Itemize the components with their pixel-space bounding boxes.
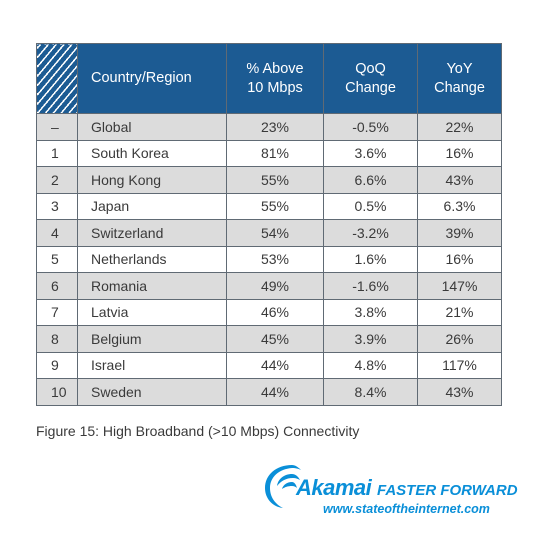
table-body: – Global 23% -0.5% 22% 1 South Korea 81% 3.6% 16%… xyxy=(36,113,502,406)
country-cell: Sweden xyxy=(77,378,227,406)
above-10mbps-cell: 44% xyxy=(226,378,324,406)
country-cell: Japan xyxy=(77,192,227,220)
country-cell: Switzerland xyxy=(77,219,227,247)
rank-cell: – xyxy=(36,113,78,141)
country-cell: Romania xyxy=(77,272,227,300)
header-above-line2: 10 Mbps xyxy=(247,79,303,96)
country-cell: South Korea xyxy=(77,139,227,167)
connectivity-table: Country/Region % Above 10 Mbps QoQ Chang… xyxy=(36,43,502,406)
rank-cell: 1 xyxy=(36,139,78,167)
qoq-change-cell: -1.6% xyxy=(323,272,418,300)
country-cell: Netherlands xyxy=(77,245,227,273)
yoy-change-cell: 43% xyxy=(417,166,502,194)
header-country-label: Country/Region xyxy=(91,70,192,86)
yoy-change-cell: 39% xyxy=(417,219,502,247)
above-10mbps-cell: 49% xyxy=(226,272,324,300)
table-row: 9 Israel 44% 4.8% 117% xyxy=(36,351,502,379)
above-10mbps-cell: 45% xyxy=(226,325,324,353)
table-row: 8 Belgium 45% 3.9% 26% xyxy=(36,325,502,353)
qoq-change-cell: 6.6% xyxy=(323,166,418,194)
figure-caption: Figure 15: High Broadband (>10 Mbps) Con… xyxy=(36,423,360,439)
country-cell: Belgium xyxy=(77,325,227,353)
qoq-change-cell: 8.4% xyxy=(323,378,418,406)
country-cell: Latvia xyxy=(77,298,227,326)
table-row: 3 Japan 55% 0.5% 6.3% xyxy=(36,192,502,220)
header-yoy-change: YoY Change xyxy=(417,43,502,114)
brand-url[interactable]: www.stateoftheinternet.com xyxy=(323,502,490,516)
qoq-change-cell: 1.6% xyxy=(323,245,418,273)
rank-cell: 6 xyxy=(36,272,78,300)
above-10mbps-cell: 53% xyxy=(226,245,324,273)
header-qoq-line1: QoQ xyxy=(355,60,386,77)
qoq-change-cell: -3.2% xyxy=(323,219,418,247)
table-header-row: Country/Region % Above 10 Mbps QoQ Chang… xyxy=(36,43,502,114)
country-cell: Global xyxy=(77,113,227,141)
qoq-change-cell: 4.8% xyxy=(323,351,418,379)
header-yoy-line1: YoY xyxy=(446,60,473,77)
rank-cell: 9 xyxy=(36,351,78,379)
qoq-change-cell: -0.5% xyxy=(323,113,418,141)
rank-cell: 5 xyxy=(36,245,78,273)
yoy-change-cell: 22% xyxy=(417,113,502,141)
above-10mbps-cell: 55% xyxy=(226,192,324,220)
above-10mbps-cell: 44% xyxy=(226,351,324,379)
yoy-change-cell: 117% xyxy=(417,351,502,379)
above-10mbps-cell: 81% xyxy=(226,139,324,167)
rank-cell: 2 xyxy=(36,166,78,194)
rank-cell: 10 xyxy=(36,378,78,406)
table-row: 2 Hong Kong 55% 6.6% 43% xyxy=(36,166,502,194)
yoy-change-cell: 6.3% xyxy=(417,192,502,220)
table-row: 7 Latvia 46% 3.8% 21% xyxy=(36,298,502,326)
header-hatch-cell xyxy=(36,43,78,114)
rank-cell: 4 xyxy=(36,219,78,247)
yoy-change-cell: 43% xyxy=(417,378,502,406)
above-10mbps-cell: 55% xyxy=(226,166,324,194)
yoy-change-cell: 147% xyxy=(417,272,502,300)
table-row: 6 Romania 49% -1.6% 147% xyxy=(36,272,502,300)
table-row: 1 South Korea 81% 3.6% 16% xyxy=(36,139,502,167)
country-cell: Israel xyxy=(77,351,227,379)
rank-cell: 8 xyxy=(36,325,78,353)
table-row: 4 Switzerland 54% -3.2% 39% xyxy=(36,219,502,247)
header-qoq-change: QoQ Change xyxy=(323,43,418,114)
qoq-change-cell: 3.8% xyxy=(323,298,418,326)
brand-name: Akamai xyxy=(296,475,372,500)
qoq-change-cell: 0.5% xyxy=(323,192,418,220)
header-qoq-line2: Change xyxy=(345,79,396,96)
table-row: 5 Netherlands 53% 1.6% 16% xyxy=(36,245,502,273)
yoy-change-cell: 26% xyxy=(417,325,502,353)
akamai-logo-icon xyxy=(265,465,301,508)
yoy-change-cell: 16% xyxy=(417,139,502,167)
rank-cell: 3 xyxy=(36,192,78,220)
above-10mbps-cell: 46% xyxy=(226,298,324,326)
header-yoy-line2: Change xyxy=(434,79,485,96)
above-10mbps-cell: 23% xyxy=(226,113,324,141)
country-cell: Hong Kong xyxy=(77,166,227,194)
header-above-10mbps: % Above 10 Mbps xyxy=(226,43,324,114)
qoq-change-cell: 3.6% xyxy=(323,139,418,167)
rank-cell: 7 xyxy=(36,298,78,326)
header-above-line1: % Above xyxy=(246,60,304,77)
table-row: 10 Sweden 44% 8.4% 43% xyxy=(36,378,502,406)
brand-tagline: FASTER FORWARD xyxy=(377,482,518,499)
above-10mbps-cell: 54% xyxy=(226,219,324,247)
qoq-change-cell: 3.9% xyxy=(323,325,418,353)
yoy-change-cell: 16% xyxy=(417,245,502,273)
table-row: – Global 23% -0.5% 22% xyxy=(36,113,502,141)
header-country: Country/Region xyxy=(77,43,227,114)
yoy-change-cell: 21% xyxy=(417,298,502,326)
